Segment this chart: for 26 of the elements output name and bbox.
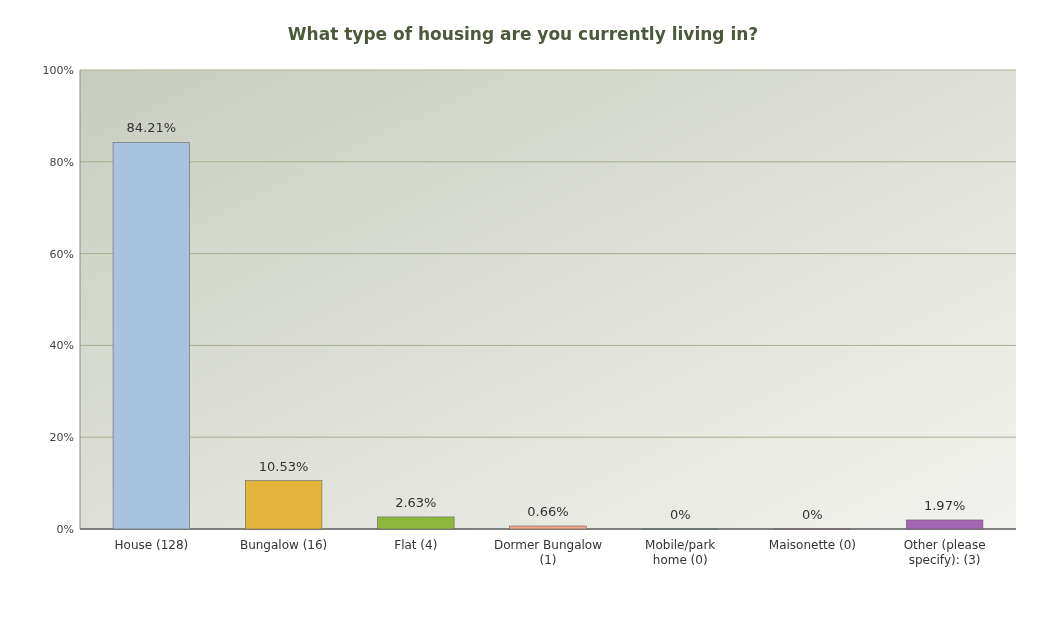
data-label: 0%	[669, 507, 691, 522]
y-tick-label: 80%	[49, 155, 74, 169]
data-label: 1.97%	[923, 497, 966, 513]
x-tick-label: Mobile/park home (0)	[645, 538, 716, 567]
data-label: 84.21%	[126, 120, 177, 136]
chart-title: What type of housing are you currently living in?	[287, 24, 759, 44]
x-tick-label: House (128)	[114, 538, 189, 552]
data-label: 2.63%	[395, 494, 437, 510]
bar	[377, 516, 455, 530]
data-label: 0.66%	[527, 503, 569, 519]
x-tick-label: Other (please specify): (3)	[903, 538, 986, 567]
y-tick-label: 0%	[56, 523, 74, 536]
bar	[509, 525, 587, 530]
y-tick-label: 60%	[49, 247, 74, 261]
data-label: 0%	[802, 507, 823, 522]
bar	[112, 142, 190, 530]
bar	[906, 519, 984, 530]
x-tick-label: Bungalow (16)	[239, 538, 328, 552]
x-tick-label: Dormer Bungalow (1)	[493, 538, 603, 567]
y-tick-label: 40%	[49, 339, 74, 353]
bar	[245, 480, 323, 530]
x-tick-label: Maisonette (0)	[768, 538, 857, 552]
x-tick-label: Flat (4)	[394, 538, 438, 552]
y-tick-label: 20%	[49, 431, 74, 445]
y-tick-label: 100%	[42, 64, 74, 77]
data-label: 10.53%	[258, 458, 309, 474]
